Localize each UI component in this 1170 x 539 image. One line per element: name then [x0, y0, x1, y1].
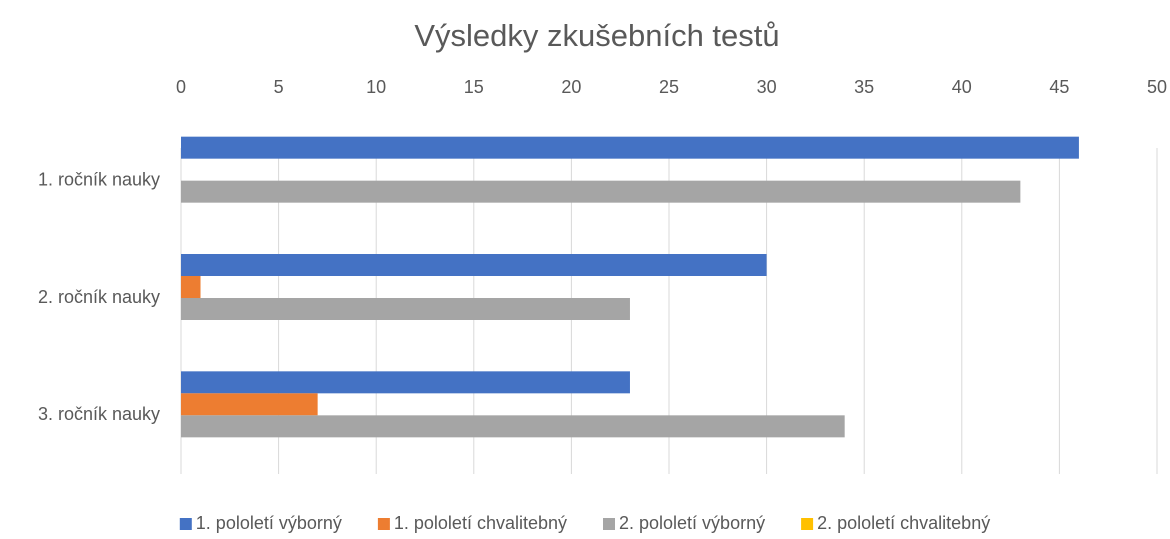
x-tick-label: 0	[176, 77, 186, 97]
bar	[181, 136, 1079, 159]
bar	[181, 393, 318, 416]
y-tick-label: 1. ročník nauky	[38, 169, 160, 189]
y-tick-label: 2. ročník nauky	[38, 287, 160, 307]
bar	[181, 180, 1021, 203]
bar	[181, 254, 767, 276]
x-tick-label: 20	[561, 77, 581, 97]
x-tick-label: 10	[366, 77, 386, 97]
legend-label: 2. pololetí chvalitebný	[817, 513, 990, 533]
x-tick-label: 45	[1049, 77, 1069, 97]
x-tick-label: 5	[274, 77, 284, 97]
y-tick-label: 3. ročník nauky	[38, 404, 160, 424]
bar	[181, 276, 201, 298]
x-tick-label: 40	[952, 77, 972, 97]
legend-label: 1. pololetí chvalitebný	[394, 513, 567, 533]
x-tick-label: 50	[1147, 77, 1167, 97]
legend-swatch	[801, 518, 814, 530]
chart-title: Výsledky zkušebních testů	[414, 18, 779, 53]
bar	[181, 415, 845, 438]
x-tick-label: 30	[757, 77, 777, 97]
legend-swatch	[377, 518, 390, 530]
legend-swatch	[179, 518, 192, 530]
legend-label: 1. pololetí výborný	[196, 513, 342, 533]
x-tick-label: 25	[659, 77, 679, 97]
x-tick-label: 15	[464, 77, 484, 97]
legend-swatch	[603, 518, 615, 530]
x-tick-label: 35	[854, 77, 874, 97]
bar	[181, 298, 630, 320]
bar	[181, 371, 630, 394]
legend-label: 2. pololetí výborný	[619, 513, 765, 533]
